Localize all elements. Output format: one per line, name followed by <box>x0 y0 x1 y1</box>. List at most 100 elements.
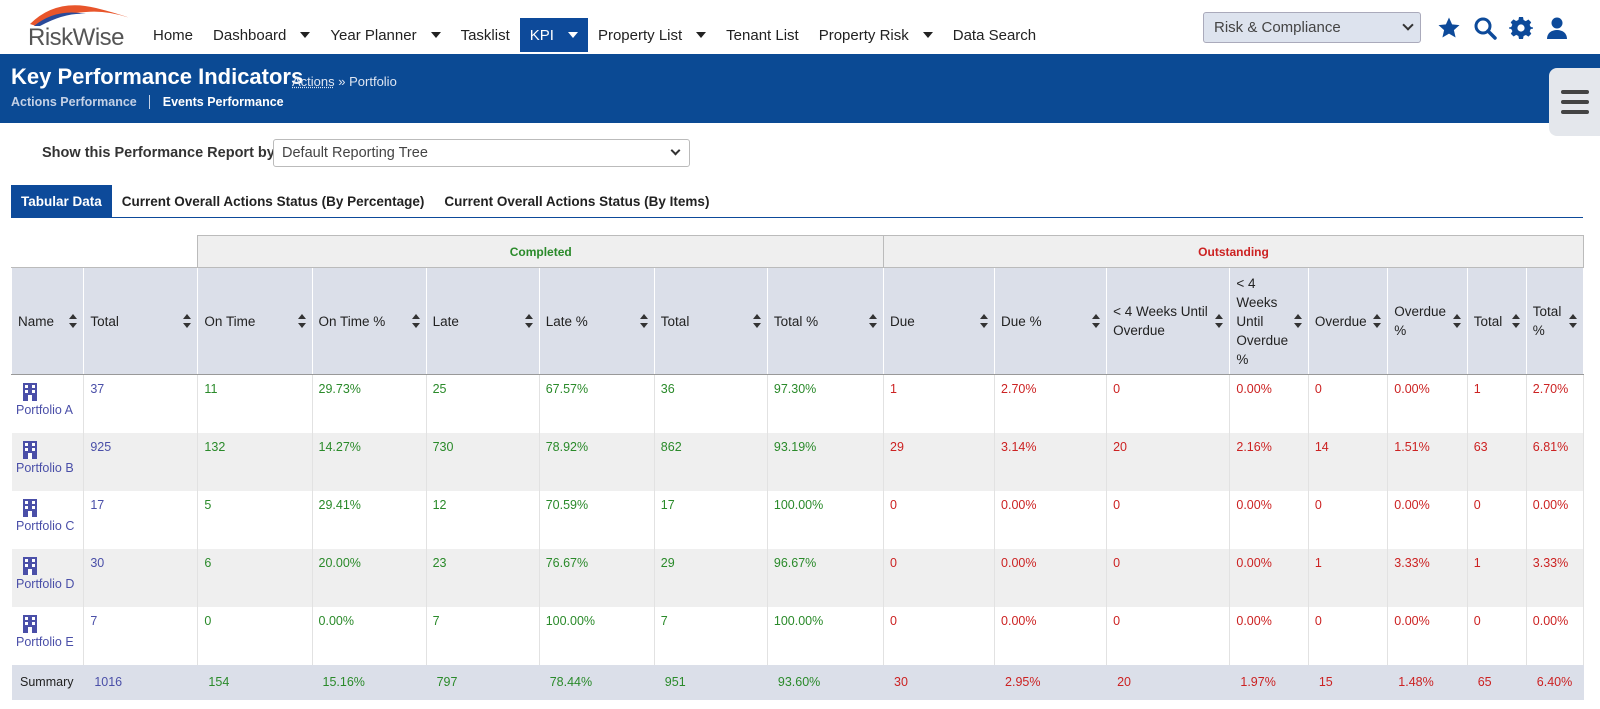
column-header-label: Total <box>90 313 119 329</box>
nav-item-year-planner[interactable]: Year Planner <box>320 18 450 52</box>
total-link-cell[interactable]: 17 <box>83 490 199 549</box>
column-header[interactable]: Name <box>11 267 84 375</box>
breadcrumb: Actions » Portfolio <box>292 74 397 89</box>
nav-item-tasklist[interactable]: Tasklist <box>451 18 520 52</box>
tab-status-by-percentage[interactable]: Current Overall Actions Status (By Perce… <box>121 193 425 209</box>
column-header[interactable]: On Time % <box>312 267 427 375</box>
column-header[interactable]: Total <box>654 267 768 375</box>
total-link-cell[interactable]: 7 <box>83 606 199 665</box>
summary-cell: 1.97% <box>1229 664 1309 700</box>
sort-icon[interactable] <box>69 314 78 328</box>
sort-icon[interactable] <box>1511 314 1520 328</box>
caret-down-icon[interactable] <box>922 32 933 38</box>
total-link-cell[interactable]: 925 <box>83 432 199 491</box>
page-header: Key Performance Indicators Actions » Por… <box>0 54 1600 123</box>
tab-status-by-items[interactable]: Current Overall Actions Status (By Items… <box>444 193 710 209</box>
caret-down-icon[interactable] <box>567 32 578 38</box>
portfolio-link[interactable]: Portfolio D <box>16 577 75 591</box>
nav-item-property-list[interactable]: Property List <box>588 18 716 52</box>
column-header[interactable]: Late <box>426 267 540 375</box>
sort-icon[interactable] <box>639 314 648 328</box>
building-icon[interactable] <box>23 557 37 575</box>
nav-item-kpi[interactable]: KPI <box>519 18 588 52</box>
nav-item-tenant-list[interactable]: Tenant List <box>716 18 809 52</box>
subnav-events-performance[interactable]: Events Performance <box>162 95 284 109</box>
table-cell: 0.00% <box>1229 490 1309 549</box>
nav-item-label: Tenant List <box>726 26 799 44</box>
sort-icon[interactable] <box>1215 314 1224 328</box>
nav-item-label: Tasklist <box>460 26 510 44</box>
column-header[interactable]: Late % <box>539 267 655 375</box>
portfolio-link[interactable]: Portfolio E <box>16 635 74 649</box>
group-outstanding-header: Outstanding <box>883 235 1584 268</box>
sort-icon[interactable] <box>183 314 192 328</box>
caret-down-icon[interactable] <box>430 32 441 38</box>
sort-icon[interactable] <box>524 314 533 328</box>
module-select[interactable]: Risk & Compliance <box>1203 12 1421 43</box>
chevron-down-icon <box>1402 19 1414 31</box>
table-row: Portfolio D 30 6 20.00% 23 76.67% 29 96.67% 0 0.0… <box>11 548 1585 607</box>
sort-icon[interactable] <box>1452 314 1461 328</box>
building-icon[interactable] <box>23 615 37 633</box>
portfolio-name-cell: Portfolio A <box>11 374 85 433</box>
sort-icon[interactable] <box>752 314 761 328</box>
portfolio-link[interactable]: Portfolio C <box>16 519 75 533</box>
portfolio-link[interactable]: Portfolio A <box>16 403 73 417</box>
gear-icon[interactable] <box>1509 15 1533 41</box>
breadcrumb-actions-link[interactable]: Actions <box>292 74 335 89</box>
riskwise-logo[interactable]: RiskWise <box>26 4 136 51</box>
column-header[interactable]: Total <box>83 267 198 375</box>
column-header[interactable]: Total % <box>1526 267 1584 375</box>
star-icon[interactable] <box>1437 15 1461 41</box>
sort-icon[interactable] <box>869 314 878 328</box>
table-cell: 67.57% <box>539 374 655 433</box>
column-header[interactable]: Due % <box>994 267 1107 375</box>
column-header[interactable]: Total % <box>767 267 884 375</box>
nav-item-label: Home <box>153 26 194 44</box>
search-icon[interactable] <box>1473 15 1497 41</box>
column-header-label: < 4 Weeks Until Overdue <box>1113 304 1208 338</box>
sort-icon[interactable] <box>411 314 420 328</box>
portfolio-link[interactable]: Portfolio B <box>16 461 74 475</box>
table-cell: 5 <box>197 490 313 549</box>
sort-icon[interactable] <box>1569 314 1577 328</box>
nav-item-property-risk[interactable]: Property Risk <box>809 18 943 52</box>
table-cell: 0 <box>1308 490 1389 549</box>
column-header[interactable]: Overdue % <box>1387 267 1468 375</box>
table-cell: 0.00% <box>1387 490 1468 549</box>
caret-down-icon[interactable] <box>696 32 707 38</box>
column-header[interactable]: < 4 Weeks Until Overdue <box>1106 267 1230 375</box>
report-by-select[interactable]: Default Reporting Tree <box>273 139 690 167</box>
sort-icon[interactable] <box>1373 314 1382 328</box>
building-icon[interactable] <box>23 383 37 401</box>
column-header[interactable]: Total <box>1467 267 1527 375</box>
user-icon[interactable] <box>1545 15 1569 41</box>
nav-item-label: Data Search <box>952 26 1037 44</box>
column-header[interactable]: Overdue <box>1308 267 1388 375</box>
total-link-cell[interactable]: 37 <box>83 374 199 433</box>
summary-cell: 15 <box>1308 664 1389 700</box>
nav-item-home[interactable]: Home <box>143 18 203 52</box>
nav-item-data-search[interactable]: Data Search <box>943 18 1046 52</box>
total-link-cell[interactable]: 30 <box>83 548 199 607</box>
nav-item-dashboard[interactable]: Dashboard <box>203 18 320 52</box>
column-header[interactable]: On Time <box>197 267 313 375</box>
column-header[interactable]: Due <box>883 267 995 375</box>
column-header[interactable]: < 4 Weeks Until Overdue % <box>1229 267 1309 375</box>
kpi-table-container: Completed Outstanding Name Total On Time On… <box>11 235 1585 700</box>
tab-tabular-data[interactable]: Tabular Data <box>11 185 112 217</box>
sort-icon[interactable] <box>1092 314 1101 328</box>
caret-down-icon[interactable] <box>300 32 311 38</box>
hamburger-menu-icon[interactable] <box>1549 68 1600 136</box>
building-icon[interactable] <box>23 499 37 517</box>
summary-cell: 797 <box>426 664 540 700</box>
summary-cell: 154 <box>197 664 313 700</box>
summary-cell: 2.95% <box>994 664 1108 700</box>
sort-icon[interactable] <box>297 314 306 328</box>
table-cell: 0.00% <box>1229 606 1309 665</box>
sort-icon[interactable] <box>1293 314 1302 328</box>
sort-icon[interactable] <box>980 314 989 328</box>
subnav-actions-performance[interactable]: Actions Performance <box>11 95 150 109</box>
table-cell: 100.00% <box>539 606 655 665</box>
building-icon[interactable] <box>23 441 37 459</box>
